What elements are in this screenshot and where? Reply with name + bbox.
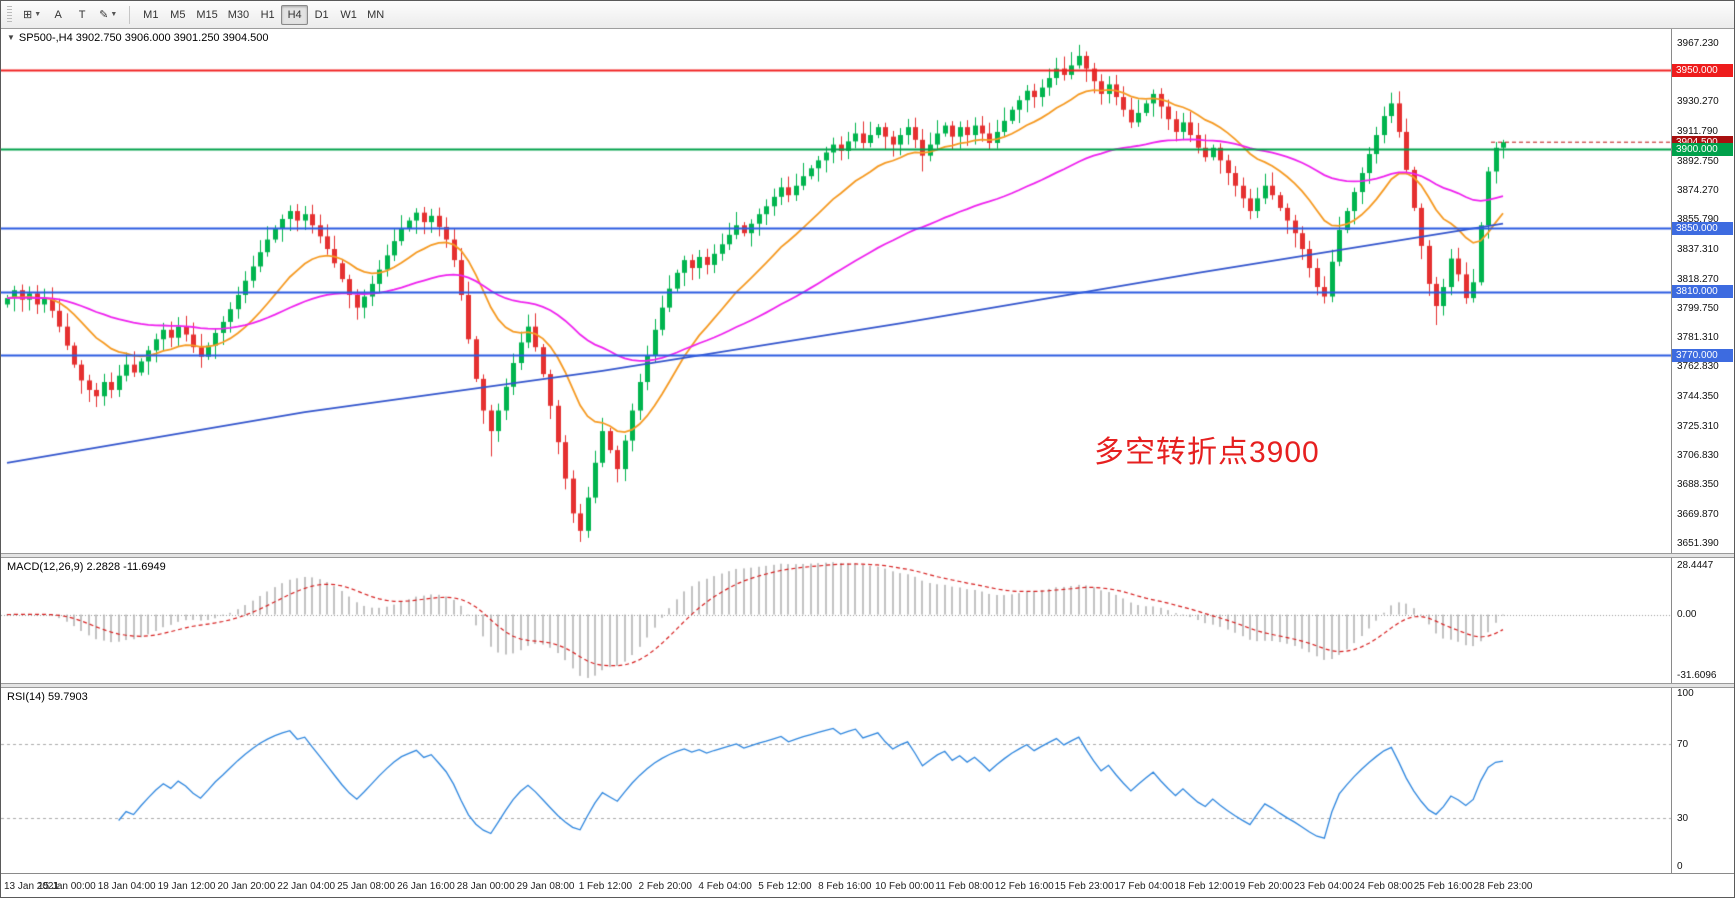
time-axis-label: 28 Jan 00:00 — [456, 881, 515, 892]
rsi-axis-label: 100 — [1677, 688, 1694, 699]
price-axis-label: 3781.310 — [1677, 332, 1719, 344]
price-axis-label: 3892.750 — [1677, 155, 1719, 167]
price-axis-label: 3911.790 — [1677, 125, 1718, 137]
time-axis-label: 11 Feb 08:00 — [935, 881, 994, 892]
time-axis-label: 22 Jan 04:00 — [277, 881, 336, 892]
panel-resize-handle[interactable] — [1, 683, 1734, 688]
chart-title: ▼ SP500-,H4 3902.750 3906.000 3901.250 39… — [7, 32, 269, 44]
price-level-badge: 3950.000 — [1672, 63, 1733, 77]
toolbar: ⊞ ▼ A T ✎ ▼ M1 M5 M15 M30 H1 H4 D1 W1 MN — [1, 1, 1734, 29]
price-chart-panel: ▼ SP500-,H4 3902.750 3906.000 3901.250 39… — [1, 29, 1673, 553]
price-axis-label: 3744.350 — [1677, 390, 1719, 402]
time-axis-label: 23 Feb 04:00 — [1294, 881, 1353, 892]
price-level-badge: 3900.000 — [1672, 142, 1733, 156]
price-axis-label: 3930.270 — [1677, 96, 1719, 108]
macd-label: MACD(12,26,9) 2.2828 -11.6949 — [7, 561, 166, 573]
price-axis-label: 3874.270 — [1677, 185, 1719, 197]
timeframe-button-D1[interactable]: D1 — [314, 8, 329, 21]
time-axis-label: 1 Feb 12:00 — [578, 881, 633, 892]
timeframe-button-H4[interactable]: H4 — [281, 4, 309, 25]
price-axis-label: 3688.350 — [1677, 479, 1719, 491]
timeframe-button-M30[interactable]: M30 — [227, 8, 250, 21]
price-axis-label: 3669.870 — [1677, 508, 1719, 520]
time-axis-label: 28 Feb 23:00 — [1473, 881, 1533, 892]
time-axis-label: 25 Jan 08:00 — [337, 881, 395, 892]
time-axis-label: 26 Jan 16:00 — [396, 881, 455, 892]
chart-ohlc-label: 3902.750 3906.000 3901.250 3904.500 — [75, 32, 269, 44]
chart-tools-button[interactable]: ⊞ ▼ — [23, 8, 42, 21]
rsi-canvas[interactable] — [1, 688, 1673, 873]
toolbar-drag-handle[interactable] — [7, 5, 12, 24]
time-axis-label: 10 Feb 00:00 — [875, 881, 935, 892]
macd-panel: MACD(12,26,9) 2.2828 -11.6949 — [1, 558, 1673, 683]
price-axis-label: 3725.310 — [1677, 420, 1719, 432]
time-axis-label: 4 Feb 04:00 — [698, 881, 752, 892]
time-axis-label: 19 Feb 20:00 — [1234, 881, 1294, 892]
time-axis-label: 29 Jan 08:00 — [516, 881, 575, 892]
price-chart-canvas[interactable] — [1, 29, 1673, 553]
timeframe-button-group: M1 M5 M15 M30 H1 H4 D1 W1 MN — [137, 4, 389, 25]
price-level-badge: 3850.000 — [1672, 221, 1733, 235]
price-axis-label: 3818.270 — [1677, 273, 1719, 285]
panel-resize-handle[interactable] — [1, 553, 1734, 558]
time-axis-label: 19 Jan 12:00 — [157, 881, 216, 892]
time-axis-label: 8 Feb 16:00 — [818, 881, 872, 892]
text-tool-button[interactable]: T — [78, 8, 86, 21]
time-axis-label: 18 Jan 04:00 — [97, 881, 156, 892]
time-axis-label: 20 Jan 20:00 — [217, 881, 276, 892]
time-axis-label: 13 Jan 2021 — [4, 881, 60, 892]
time-axis-label: 18 Feb 12:00 — [1174, 881, 1234, 892]
time-axis-label: 15 Feb 23:00 — [1054, 881, 1114, 892]
price-axis-label: 3967.230 — [1677, 37, 1719, 49]
macd-canvas[interactable] — [1, 558, 1673, 683]
rsi-label: RSI(14) 59.7903 — [7, 691, 88, 703]
chart-symbol-label: SP500-,H4 — [18, 32, 73, 44]
line-style-button[interactable]: ✎ ▼ — [99, 8, 118, 21]
price-axis-label: 3651.390 — [1677, 537, 1719, 549]
toolbar-separator — [129, 5, 131, 24]
rsi-panel: RSI(14) 59.7903 — [1, 688, 1673, 873]
rsi-axis-label: 70 — [1677, 738, 1689, 750]
timeframe-button-H1[interactable]: H1 — [260, 8, 275, 21]
macd-axis-label: 0.00 — [1677, 608, 1697, 620]
arrow-tool-button[interactable]: A — [54, 8, 62, 21]
macd-axis-label: 28.4447 — [1677, 560, 1714, 571]
macd-axis-label: -31.6096 — [1677, 670, 1717, 681]
time-axis-label: 12 Feb 16:00 — [994, 881, 1054, 892]
time-axis-label: 17 Feb 04:00 — [1114, 881, 1174, 892]
time-axis-label: 25 Feb 16:00 — [1413, 881, 1473, 892]
timeframe-button-M1[interactable]: M1 — [143, 8, 159, 21]
price-level-badge: 3810.000 — [1672, 285, 1733, 299]
timeframe-button-W1[interactable]: W1 — [340, 8, 357, 21]
price-axis-label: 3799.750 — [1677, 303, 1719, 315]
price-axis-label: 3855.790 — [1677, 214, 1719, 226]
time-axis-label: 15 Jan 00:00 — [37, 881, 96, 892]
rsi-axis-label: 0 — [1677, 861, 1683, 872]
tool-button-group: ⊞ ▼ A T ✎ ▼ — [18, 4, 122, 25]
price-axis-label: 3762.830 — [1677, 361, 1719, 373]
chevron-down-icon: ▼ — [110, 10, 118, 18]
timeframe-button-M5[interactable]: M5 — [170, 8, 186, 21]
time-axis-label: 24 Feb 08:00 — [1353, 881, 1413, 892]
rsi-axis-label: 30 — [1677, 812, 1689, 824]
price-axis: 3967.2303948.7503930.2703911.7903892.750… — [1671, 29, 1734, 873]
chart-collapse-icon[interactable]: ▼ — [7, 33, 15, 42]
time-axis-label: 2 Feb 20:00 — [638, 881, 692, 892]
annotation-text[interactable]: 多空转折点3900 — [1094, 436, 1320, 469]
time-axis: 13 Jan 2021 15 Jan 00:00 18 Jan 04:00 19 Ja… — [1, 873, 1734, 897]
time-axis-label: 5 Feb 12:00 — [758, 881, 812, 892]
price-level-badge: 3770.000 — [1672, 348, 1733, 362]
timeframe-button-M15[interactable]: M15 — [196, 8, 218, 21]
price-axis-label: 3706.830 — [1677, 450, 1719, 462]
price-axis-label: 3837.310 — [1677, 243, 1719, 255]
timeframe-button-MN[interactable]: MN — [367, 8, 385, 21]
chevron-down-icon: ▼ — [34, 10, 42, 18]
